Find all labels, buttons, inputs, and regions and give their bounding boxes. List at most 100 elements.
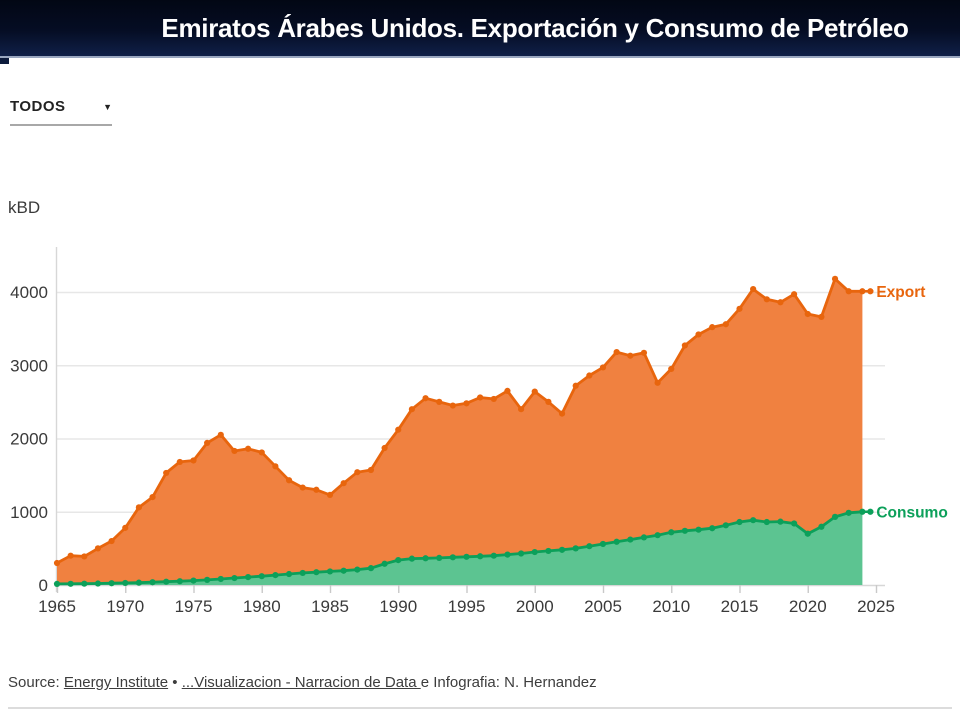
x-tick-label-1980: 1980 [243, 597, 281, 616]
source-link-visualizacion[interactable]: ...Visualizacion - Narracion de Data [181, 674, 421, 691]
export-point-1994 [449, 402, 456, 409]
export-point-1977 [217, 431, 224, 438]
export-series-label: Export [876, 284, 925, 301]
x-tick-label-1970: 1970 [106, 597, 144, 616]
consumo-point-2023 [845, 509, 852, 516]
y-axis-unit-label: kBD [8, 198, 41, 217]
consumo-line [56, 510, 863, 586]
filter-dropdown-value: TODOS [10, 98, 66, 115]
export-point-2009 [654, 379, 661, 386]
consumo-point-2017 [763, 518, 770, 526]
export-line [56, 277, 863, 565]
consumo-point-1980 [258, 573, 265, 580]
export-point-2014 [722, 321, 729, 328]
header-notch [0, 58, 9, 64]
y-tick-label-3000: 3000 [10, 356, 48, 375]
consumo-point-1981 [272, 572, 279, 579]
x-tick-label-2015: 2015 [721, 597, 759, 616]
export-point-1968 [94, 545, 102, 552]
export-point-2006 [613, 348, 620, 356]
consumo-point-2004 [586, 543, 593, 550]
export-point-1988 [367, 466, 375, 474]
export-point-2008 [640, 349, 648, 356]
x-tick-label-2005: 2005 [584, 597, 622, 616]
consumo-leader-dot [867, 508, 874, 515]
export-point-1965 [53, 559, 61, 567]
consumo-point-2000 [531, 548, 538, 556]
consumo-point-2019 [791, 520, 798, 527]
export-point-1991 [408, 406, 415, 413]
x-tick-label-1965: 1965 [38, 597, 76, 616]
x-tick-label-1985: 1985 [311, 597, 349, 616]
export-leader-dot [867, 288, 874, 295]
export-point-1981 [272, 463, 279, 470]
y-tick-label-2000: 2000 [10, 430, 48, 449]
consumo-point-1990 [395, 556, 402, 564]
export-point-2019 [791, 291, 798, 298]
consumo-point-1967 [81, 580, 88, 587]
source-separator: • [168, 674, 182, 691]
y-tick-label-0: 0 [39, 576, 48, 595]
export-point-2001 [545, 398, 552, 405]
consumo-point-1995 [463, 553, 470, 560]
consumo-point-1977 [217, 575, 224, 583]
export-point-1971 [135, 504, 142, 511]
consumo-point-1985 [326, 568, 334, 575]
source-line: Source: Energy Institute • ...Visualizac… [8, 674, 597, 691]
consumo-point-1998 [504, 551, 511, 558]
export-point-2002 [558, 410, 566, 417]
x-tick-label-2020: 2020 [789, 597, 827, 616]
consumo-point-1999 [518, 550, 525, 557]
consumo-point-2007 [627, 536, 634, 543]
consumo-point-1988 [367, 565, 375, 572]
filter-dropdown[interactable]: TODOS ▼ [10, 98, 112, 126]
consumo-point-1984 [313, 569, 320, 576]
export-point-1966 [67, 552, 74, 559]
export-point-1983 [299, 484, 306, 491]
export-point-1979 [245, 445, 252, 452]
export-point-2016 [750, 285, 757, 293]
export-point-2015 [736, 305, 743, 312]
export-point-1989 [381, 444, 388, 452]
consumo-area [57, 511, 863, 585]
export-point-2021 [818, 313, 825, 321]
export-point-1987 [354, 469, 361, 476]
consumo-point-2016 [750, 517, 757, 524]
consumo-point-1976 [204, 576, 211, 583]
consumo-point-1989 [381, 560, 388, 567]
consumo-point-2011 [681, 527, 689, 534]
consumo-point-2006 [613, 538, 620, 545]
export-point-2013 [709, 324, 716, 331]
consumo-point-2018 [777, 518, 784, 525]
export-point-2003 [572, 382, 579, 389]
x-tick-label-2010: 2010 [652, 597, 690, 616]
export-point-1967 [81, 553, 88, 560]
y-tick-label-4000: 4000 [10, 283, 48, 302]
consumo-point-1972 [149, 579, 156, 586]
consumo-point-1986 [340, 567, 347, 574]
y-tick-label-1000: 1000 [10, 503, 48, 522]
export-point-1970 [122, 524, 129, 531]
title-bar: Emiratos Árabes Unidos. Exportación y Co… [0, 0, 960, 58]
export-point-1974 [176, 458, 183, 466]
export-point-2023 [845, 288, 852, 295]
consumo-point-1982 [285, 570, 293, 578]
export-point-2010 [668, 365, 675, 373]
consumo-point-1997 [490, 552, 497, 559]
export-point-1984 [313, 486, 320, 493]
source-link-energy-institute[interactable]: Energy Institute [63, 674, 169, 691]
consumo-point-2001 [545, 547, 552, 555]
consumo-point-1994 [449, 554, 456, 561]
export-point-2024 [859, 288, 866, 295]
x-tick-label-1975: 1975 [175, 597, 213, 616]
source-prefix: Source: [8, 674, 64, 691]
export-point-2000 [531, 388, 538, 395]
consumo-point-1968 [94, 580, 102, 587]
export-point-2004 [586, 372, 593, 379]
export-point-2012 [695, 331, 702, 338]
export-point-1972 [149, 494, 156, 501]
consumo-point-2020 [804, 530, 811, 537]
consumo-point-1971 [135, 579, 142, 586]
export-point-2018 [777, 299, 784, 306]
